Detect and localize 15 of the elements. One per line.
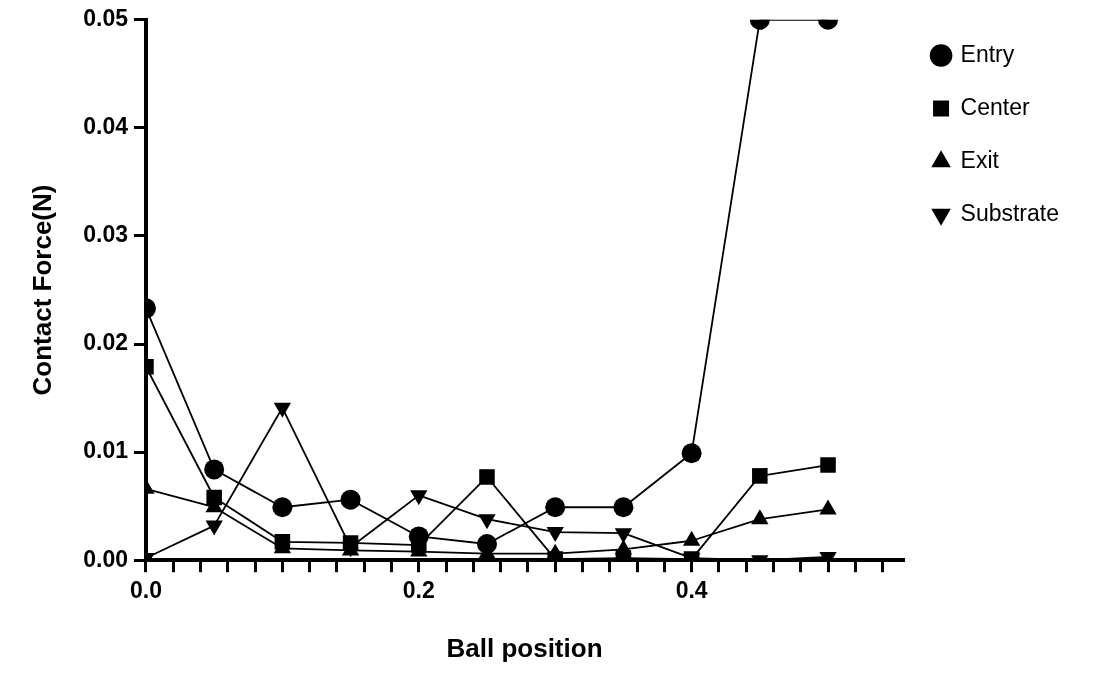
legend-label: Center: [960, 93, 1030, 120]
x-tick-label: 0.2: [402, 577, 435, 604]
y-tick-label: 0.00: [83, 545, 128, 572]
x-tick-label: 0.4: [675, 577, 708, 604]
y-tick-label: 0.03: [83, 221, 128, 248]
legend-label: Entry: [960, 40, 1015, 67]
y-axis-title: Contact Force(N): [26, 184, 57, 396]
legend-label: Exit: [960, 146, 1000, 173]
x-axis-title: Ball position: [446, 632, 603, 663]
x-tick-label: 0.0: [129, 577, 162, 604]
y-tick-label: 0.01: [83, 437, 129, 464]
y-tick-label: 0.05: [83, 5, 129, 32]
y-tick-label: 0.04: [83, 113, 129, 140]
y-tick-label: 0.02: [83, 329, 128, 356]
legend-label: Substrate: [960, 199, 1060, 226]
